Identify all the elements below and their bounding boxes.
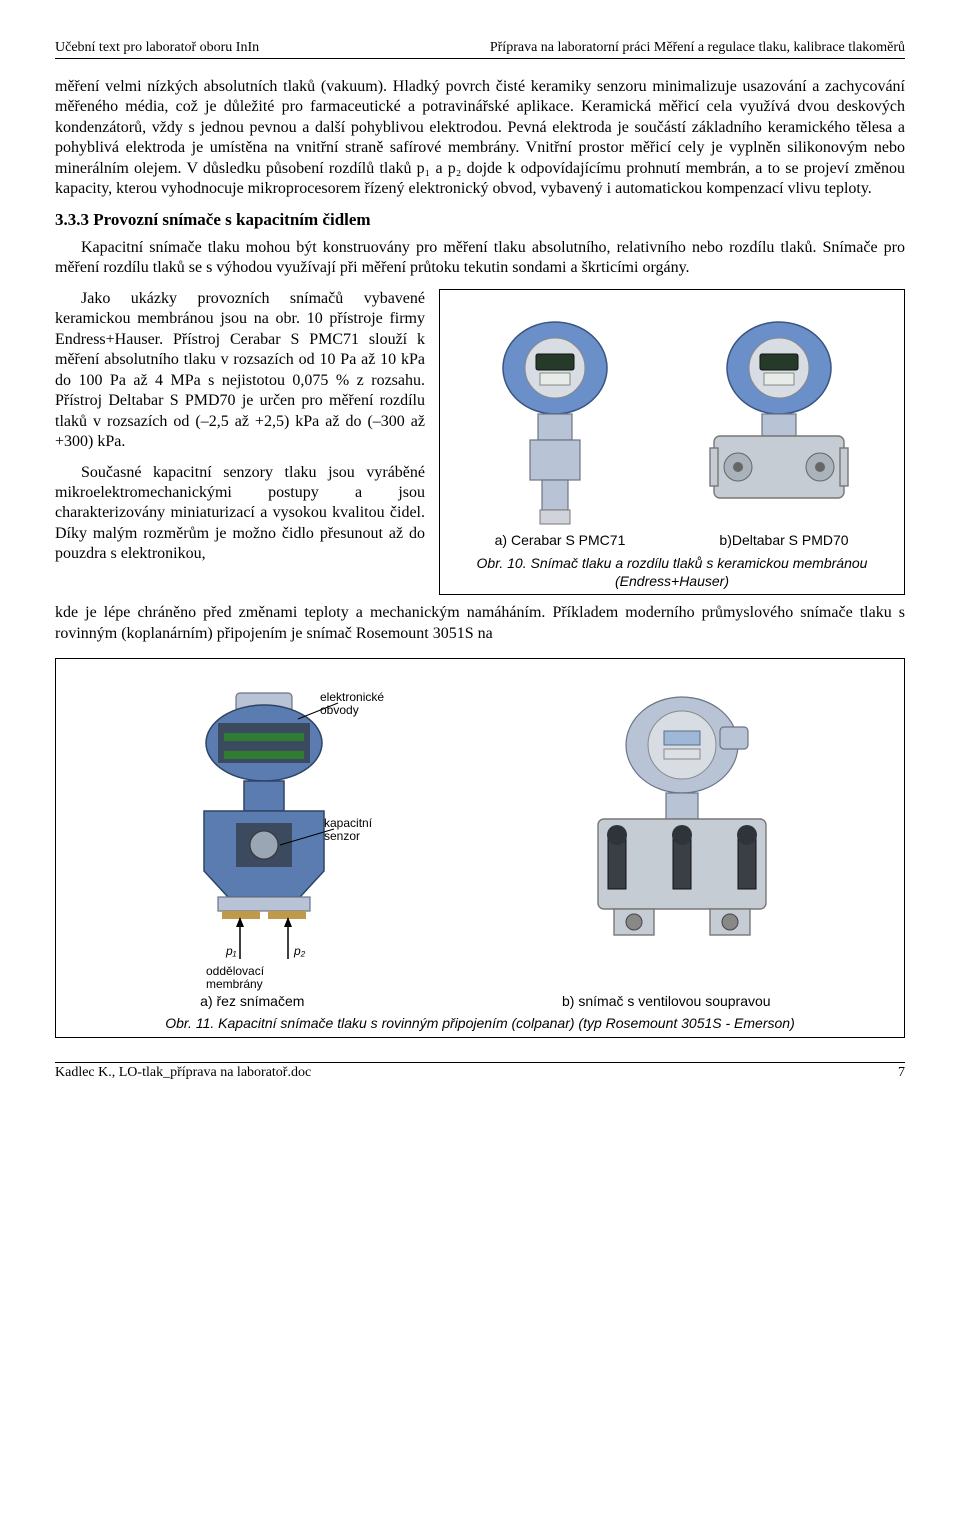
heading-3-3-3: 3.3.3 Provozní snímače s kapacitním čidl… bbox=[55, 210, 905, 230]
paragraph-4: Současné kapacitní senzory tlaku jsou vy… bbox=[55, 463, 425, 565]
annot-membrane: oddělovacímembrány bbox=[206, 965, 264, 991]
page-header: Učební text pro laboratoř oboru InIn Pří… bbox=[55, 40, 905, 59]
fig11-label-b: b) snímač s ventilovou soupravou bbox=[439, 993, 894, 1009]
footer-left: Kadlec K., LO-tlak_příprava na laboratoř… bbox=[55, 1065, 311, 1081]
fig10-label-a: a) Cerabar S PMC71 bbox=[448, 532, 672, 548]
fig11-text: Kapacitní snímače tlaku s rovinným připo… bbox=[218, 1015, 795, 1031]
header-right: Příprava na laboratorní práci Měření a r… bbox=[490, 40, 905, 56]
page-footer: Kadlec K., LO-tlak_příprava na laboratoř… bbox=[55, 1062, 905, 1081]
fig11-label-a: a) řez snímačem bbox=[66, 993, 439, 1009]
fig11-caption: Obr. 11. Kapacitní snímače tlaku s rovin… bbox=[66, 1015, 894, 1031]
rosemount-icon bbox=[552, 689, 812, 989]
paragraph-2: Kapacitní snímače tlaku mohou být konstr… bbox=[55, 238, 905, 279]
figure-10-box: a) Cerabar S PMC71 b)Deltabar S PMD70 Ob… bbox=[439, 289, 905, 595]
annot-electronics: elektronickéobvody bbox=[320, 691, 384, 717]
left-text-column: Jako ukázky provozních snímačů vybavené … bbox=[55, 289, 425, 595]
deltabar-icon bbox=[694, 318, 864, 528]
footer-page-number: 7 bbox=[898, 1065, 905, 1081]
cerabar-icon bbox=[480, 318, 630, 528]
annot-sensor: kapacitnísenzor bbox=[324, 817, 372, 843]
header-left: Učební text pro laboratoř oboru InIn bbox=[55, 40, 259, 56]
annot-p1: p₁ bbox=[226, 945, 236, 958]
full-view bbox=[552, 689, 812, 989]
paragraph-5: kde je lépe chráněno před změnami teplot… bbox=[55, 603, 905, 644]
paragraph-3: Jako ukázky provozních snímačů vybavené … bbox=[55, 289, 425, 453]
device-deltabar bbox=[694, 318, 864, 528]
device-cerabar bbox=[480, 318, 630, 528]
fig10-text: Snímač tlaku a rozdílu tlaků s keramicko… bbox=[531, 555, 868, 589]
cutaway-view: elektronickéobvody kapacitnísenzor p₁ p₂… bbox=[148, 689, 388, 989]
fig10-caption: Obr. 10. Snímač tlaku a rozdílu tlaků s … bbox=[448, 554, 896, 590]
fig10-label-b: b)Deltabar S PMD70 bbox=[672, 532, 896, 548]
annot-p2: p₂ bbox=[294, 945, 305, 958]
figure-11-box: elektronickéobvody kapacitnísenzor p₁ p₂… bbox=[55, 658, 905, 1038]
fig10-num: Obr. 10. bbox=[477, 555, 527, 571]
paragraph-1: měření velmi nízkých absolutních tlaků (… bbox=[55, 77, 905, 200]
fig11-num: Obr. 11. bbox=[165, 1015, 214, 1031]
